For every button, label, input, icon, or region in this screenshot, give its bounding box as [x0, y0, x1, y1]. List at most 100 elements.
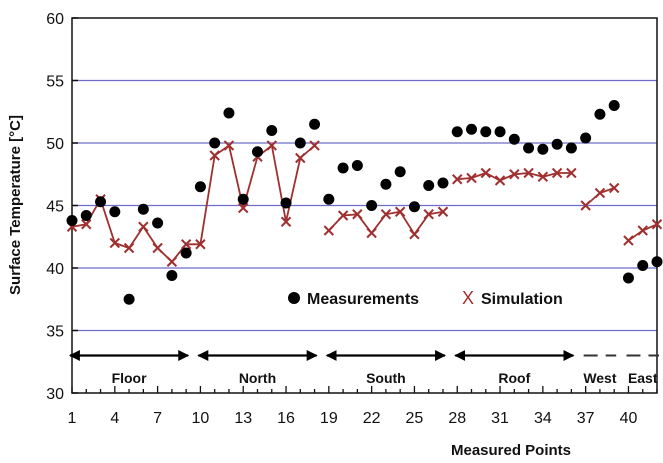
x-tick-label: 25 — [406, 410, 424, 427]
simulation-point — [123, 242, 135, 254]
measurement-point — [622, 272, 634, 284]
measurement-point — [95, 196, 107, 208]
simulation-point — [180, 239, 192, 250]
measurement-point — [380, 178, 392, 190]
simulation-point — [166, 256, 178, 267]
region-label: Roof — [498, 370, 530, 386]
simulation-point — [637, 225, 648, 236]
simulation-point — [537, 171, 549, 182]
x-tick-label: 37 — [577, 410, 595, 427]
y-tick-label: 30 — [46, 386, 64, 403]
simulation-point — [437, 206, 449, 217]
region-label: Floor — [112, 370, 148, 386]
measurement-point — [494, 126, 506, 138]
simulation-point — [109, 237, 121, 249]
region-label: East — [628, 370, 658, 386]
simulation-point — [280, 216, 292, 227]
x-tick-label: 13 — [234, 410, 252, 427]
legend-measurement-label: Measurements — [307, 291, 419, 308]
simulation-point — [551, 167, 563, 179]
y-tick-label: 45 — [46, 199, 64, 216]
measurement-point — [351, 160, 363, 171]
simulation-point — [81, 219, 92, 230]
simulation-line — [71, 143, 316, 264]
measurement-point — [466, 123, 478, 135]
measurement-point — [166, 270, 178, 281]
y-axis-ticks: 30 35 40 45 50 55 60 — [46, 11, 78, 403]
x-tick-label: 19 — [320, 410, 338, 427]
simulation-point — [195, 239, 206, 250]
simulation-point — [138, 221, 149, 232]
simulation-point — [452, 174, 463, 185]
measurement-point — [608, 100, 620, 111]
simulation-point — [209, 150, 220, 161]
measurement-point — [537, 143, 549, 155]
measurement-point — [251, 146, 263, 158]
legend: Measurements X Simulation — [288, 288, 563, 308]
simulation-series — [66, 140, 663, 267]
measurement-point — [337, 162, 349, 174]
simulation-point — [494, 175, 506, 186]
measurement-point — [152, 217, 164, 229]
simulation-point — [580, 200, 591, 211]
simulation-point — [608, 182, 620, 194]
x-tick-label: 1 — [68, 410, 77, 427]
measurement-point — [480, 126, 492, 138]
simulation-point — [409, 229, 420, 240]
region-label: West — [583, 370, 617, 386]
measurement-point — [294, 137, 306, 149]
measurement-point — [309, 118, 321, 130]
measurement-point — [280, 197, 292, 209]
measurement-point — [523, 142, 535, 154]
x-tick-label: 16 — [277, 410, 295, 427]
measurement-point — [394, 166, 406, 178]
region-label: North — [239, 370, 276, 386]
measurement-point — [580, 132, 592, 144]
simulation-point — [295, 152, 306, 164]
measurement-point — [194, 181, 206, 193]
simulation-point — [480, 167, 491, 179]
simulation-point — [566, 167, 577, 179]
simulation-line — [585, 187, 615, 207]
simulation-point — [509, 169, 520, 180]
y-tick-label: 40 — [46, 261, 64, 278]
y-tick-label: 60 — [46, 11, 64, 28]
simulation-point — [380, 209, 392, 220]
x-tick-label: 4 — [110, 410, 119, 427]
measurement-point — [651, 256, 663, 268]
simulation-point — [394, 206, 406, 217]
measurement-point — [551, 138, 563, 150]
simulation-point — [623, 235, 634, 246]
region-annotations: Floor North South Roof West East — [68, 350, 659, 386]
simulation-point — [323, 225, 335, 236]
simulation-point — [266, 140, 277, 151]
x-tick-label: 7 — [153, 410, 162, 427]
x-tick-label: 34 — [534, 410, 552, 427]
simulation-point — [466, 172, 477, 184]
x-tick-label: 10 — [192, 410, 210, 427]
measurement-point — [594, 108, 606, 120]
legend-measurement-marker — [288, 292, 300, 304]
simulation-point — [309, 140, 320, 151]
measurement-point — [209, 137, 221, 149]
y-tick-label: 35 — [46, 324, 64, 341]
measurement-point — [123, 293, 135, 305]
legend-simulation-label: Simulation — [481, 291, 563, 308]
x-tick-label: 40 — [620, 410, 638, 427]
measurement-point — [266, 125, 278, 136]
simulation-point — [352, 209, 363, 220]
y-axis-title: Surface Temperature [°C] — [7, 115, 24, 295]
x-tick-label: 22 — [363, 410, 381, 427]
legend-simulation-marker: X — [462, 288, 474, 308]
simulation-point — [223, 140, 235, 151]
simulation-point — [152, 242, 163, 254]
measurement-point — [180, 247, 192, 259]
measurement-point — [366, 200, 378, 211]
simulation-point — [523, 167, 534, 179]
simulation-point — [594, 187, 606, 199]
measurement-series — [66, 100, 663, 305]
y-tick-label: 50 — [46, 136, 64, 153]
measurement-point — [237, 193, 249, 205]
simulation-point — [651, 219, 663, 230]
